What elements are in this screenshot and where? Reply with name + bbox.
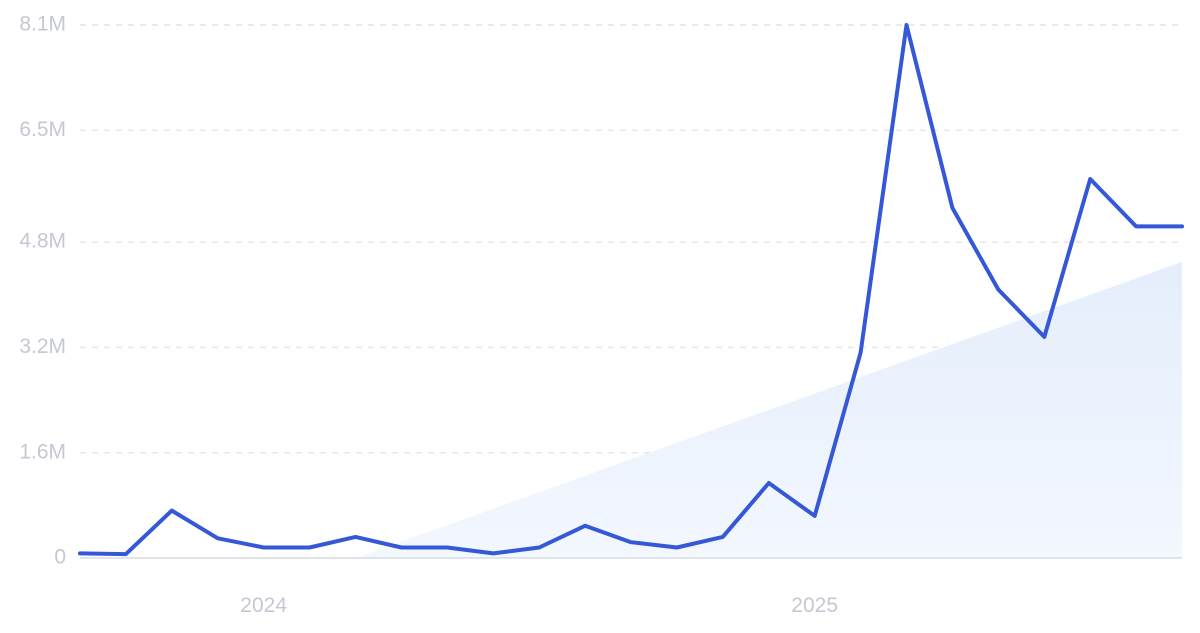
data-point	[813, 514, 817, 518]
data-point	[905, 23, 909, 27]
data-point	[445, 545, 449, 549]
data-point	[262, 545, 266, 549]
data-point	[399, 545, 403, 549]
grid-lines	[80, 24, 1182, 454]
trend-area	[355, 261, 1182, 558]
data-point	[78, 551, 82, 555]
data-point	[1180, 224, 1184, 228]
data-point	[354, 535, 358, 539]
y-tick-label: 4.8M	[19, 230, 66, 253]
data-point	[767, 481, 771, 485]
y-tick-label: 0	[54, 546, 66, 569]
data-point	[1042, 335, 1046, 339]
data-point	[1088, 177, 1092, 181]
data-point	[859, 351, 863, 355]
data-point	[1134, 224, 1138, 228]
y-axis-ticks: 0 1.6M 3.2M 4.8M 6.5M 8.1M	[19, 13, 66, 569]
x-axis-ticks: 2024 2025	[240, 594, 838, 617]
y-tick-label: 1.6M	[19, 440, 66, 463]
data-point	[721, 535, 725, 539]
data-point	[583, 524, 587, 528]
data-point	[675, 545, 679, 549]
y-tick-label: 3.2M	[19, 335, 66, 358]
y-tick-label: 8.1M	[19, 13, 66, 36]
x-tick-label: 2025	[791, 594, 838, 617]
data-point	[124, 552, 128, 556]
series-line	[78, 23, 1184, 557]
data-point	[996, 288, 1000, 292]
data-point	[950, 206, 954, 210]
data-point	[308, 545, 312, 549]
data-point	[216, 536, 220, 540]
x-tick-label: 2024	[240, 594, 287, 617]
y-tick-label: 6.5M	[19, 118, 66, 141]
data-point	[491, 551, 495, 555]
data-point	[170, 509, 174, 513]
data-point	[537, 545, 541, 549]
data-point	[629, 540, 633, 544]
